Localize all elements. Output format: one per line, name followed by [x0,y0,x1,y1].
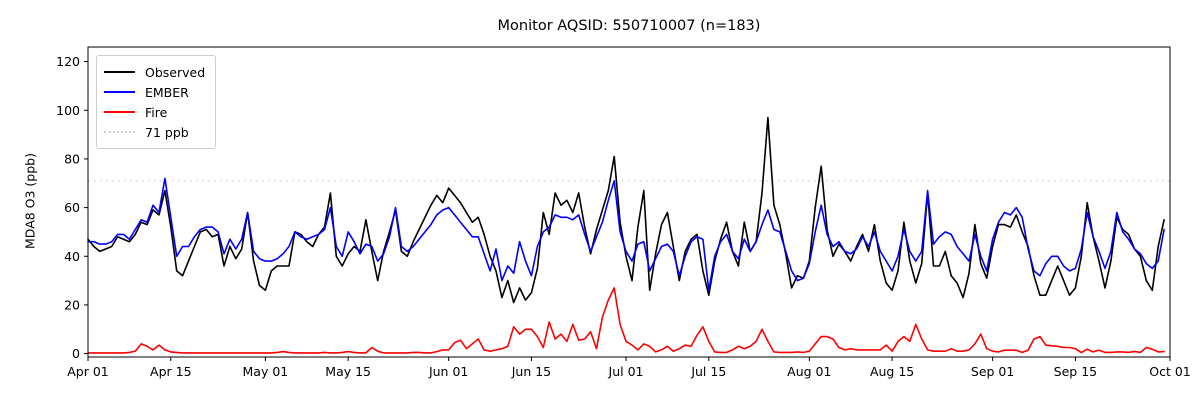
chart-title: Monitor AQSID: 550710007 (n=183) [497,18,761,34]
x-tick-label: Oct 01 [1149,364,1191,379]
x-tick-label: Aug 15 [870,364,914,379]
y-tick-label: 80 [64,151,80,166]
legend-item: Fire [104,102,205,122]
legend-item: Observed [104,62,205,82]
legend: Observed EMBER Fire 71 ppb [96,55,217,149]
y-tick-label: 40 [64,249,80,264]
legend-line-sample [104,71,135,73]
fire-series-line [87,287,1165,354]
y-tick-label: 20 [64,297,80,312]
x-tick-label: Apr 01 [67,364,109,379]
x-tick-label: Sep 15 [1054,364,1097,379]
legend-label: 71 ppb [145,124,189,140]
y-tick-label: 100 [56,103,80,118]
x-tick-label: Jul 15 [690,364,726,379]
ember-series-line [87,177,1165,292]
x-tick-label: Aug 01 [787,364,831,379]
x-tick-label: May 01 [243,364,289,379]
legend-line-sample [104,91,135,93]
x-tick-label: Jun 15 [511,364,551,379]
x-tick-label: Apr 15 [150,364,192,379]
axes-spines [87,46,1171,358]
legend-label: Observed [145,64,206,80]
legend-dotted-line-sample [104,131,135,133]
observed-series-line [87,116,1165,304]
legend-label: Fire [145,104,168,120]
x-tick-label: Sep 01 [971,364,1014,379]
y-tick-label: 60 [64,200,80,215]
y-tick-label: 0 [72,346,80,361]
y-tick-label: 120 [56,54,80,69]
legend-label: EMBER [145,84,189,100]
legend-item: EMBER [104,82,205,102]
x-tick-label: May 15 [325,364,371,379]
legend-item: 71 ppb [104,122,205,142]
x-tick-label: Jul 01 [608,364,644,379]
legend-line-sample [104,111,135,113]
x-tick-label: Jun 01 [428,364,468,379]
